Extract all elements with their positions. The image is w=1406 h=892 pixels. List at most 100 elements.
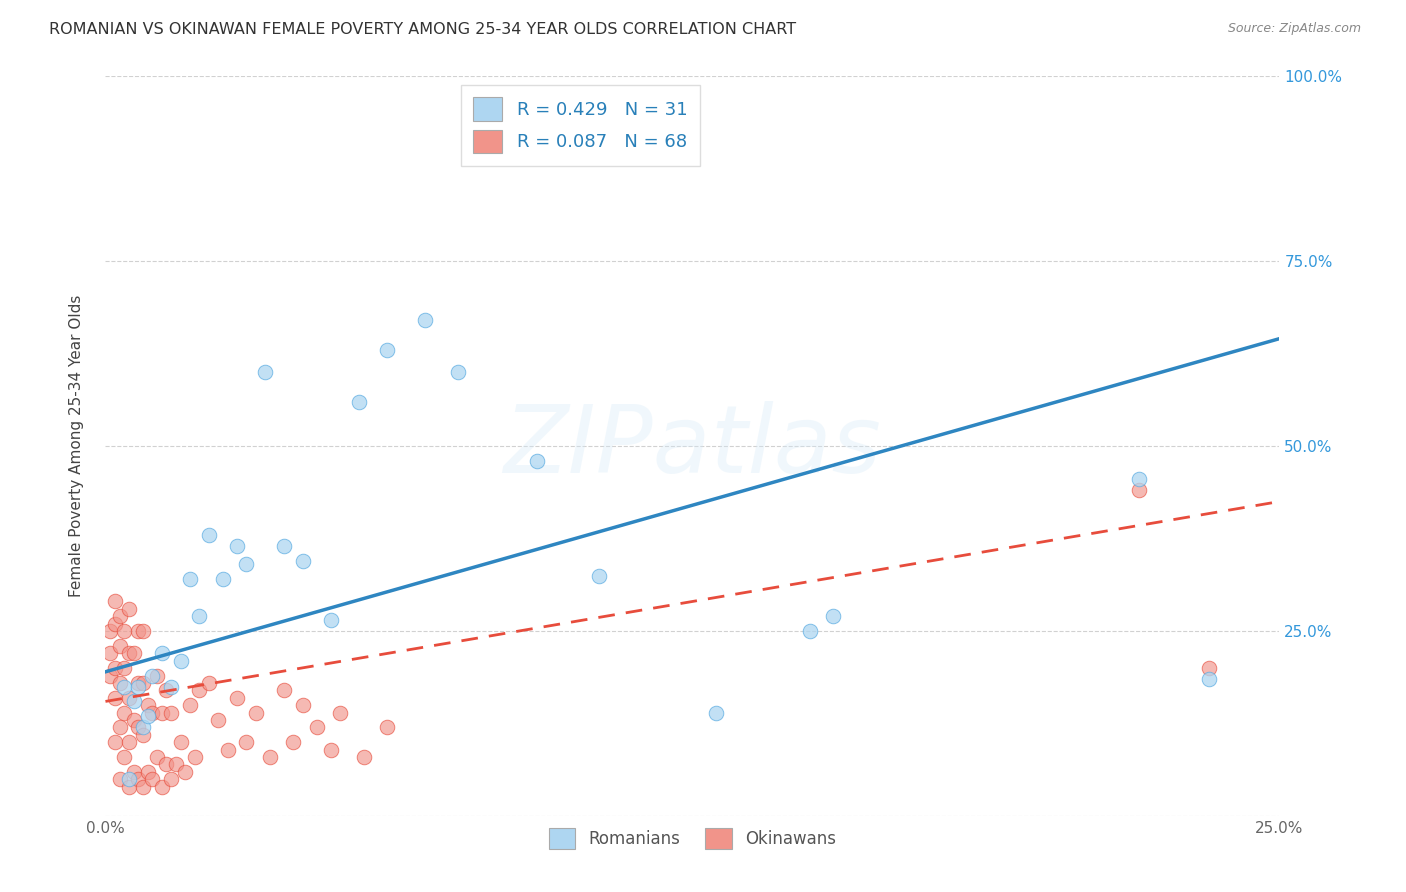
Point	[122, 694, 145, 708]
Point	[150, 780, 173, 794]
Point	[132, 624, 155, 639]
Point	[127, 624, 149, 639]
Point	[235, 558, 257, 572]
Point	[118, 772, 141, 787]
Point	[136, 709, 159, 723]
Legend: Romanians, Okinawans: Romanians, Okinawans	[541, 822, 844, 856]
Point	[141, 668, 163, 682]
Point	[207, 713, 229, 727]
Point	[136, 698, 159, 712]
Point	[226, 539, 249, 553]
Point	[197, 676, 219, 690]
Point	[160, 680, 183, 694]
Point	[217, 742, 239, 756]
Point	[823, 609, 845, 624]
Point	[319, 742, 342, 756]
Point	[245, 706, 267, 720]
Point	[132, 780, 155, 794]
Point	[188, 683, 211, 698]
Point	[146, 668, 169, 682]
Point	[155, 683, 177, 698]
Point	[155, 757, 177, 772]
Point	[132, 720, 155, 734]
Point	[118, 646, 141, 660]
Point	[98, 646, 121, 660]
Point	[588, 568, 610, 582]
Point	[273, 683, 295, 698]
Point	[104, 616, 127, 631]
Point	[122, 713, 145, 727]
Point	[146, 750, 169, 764]
Point	[136, 764, 159, 779]
Point	[211, 572, 233, 586]
Point	[160, 706, 183, 720]
Point	[141, 772, 163, 787]
Point	[104, 690, 127, 705]
Point	[112, 661, 135, 675]
Point	[1198, 672, 1220, 686]
Point	[104, 735, 127, 749]
Point	[704, 706, 727, 720]
Point	[169, 735, 191, 749]
Text: Source: ZipAtlas.com: Source: ZipAtlas.com	[1227, 22, 1361, 36]
Point	[118, 735, 141, 749]
Point	[1128, 472, 1150, 486]
Point	[108, 772, 131, 787]
Point	[447, 365, 470, 379]
Point	[347, 394, 370, 409]
Point	[254, 365, 277, 379]
Point	[1128, 483, 1150, 498]
Point	[283, 735, 305, 749]
Point	[183, 750, 205, 764]
Point	[132, 676, 155, 690]
Point	[141, 706, 163, 720]
Point	[174, 764, 197, 779]
Point	[112, 706, 135, 720]
Point	[122, 764, 145, 779]
Point	[104, 661, 127, 675]
Point	[353, 750, 375, 764]
Point	[305, 720, 328, 734]
Text: ZIPatlas: ZIPatlas	[503, 401, 882, 491]
Point	[1198, 661, 1220, 675]
Y-axis label: Female Poverty Among 25-34 Year Olds: Female Poverty Among 25-34 Year Olds	[69, 295, 84, 597]
Point	[122, 646, 145, 660]
Point	[127, 720, 149, 734]
Point	[291, 698, 314, 712]
Point	[375, 720, 398, 734]
Point	[108, 639, 131, 653]
Point	[112, 680, 135, 694]
Point	[132, 728, 155, 742]
Point	[179, 698, 201, 712]
Point	[118, 690, 141, 705]
Point	[413, 313, 436, 327]
Point	[112, 750, 135, 764]
Point	[273, 539, 295, 553]
Point	[259, 750, 281, 764]
Point	[197, 528, 219, 542]
Point	[169, 654, 191, 668]
Point	[108, 609, 131, 624]
Point	[104, 594, 127, 608]
Point	[98, 624, 121, 639]
Point	[150, 706, 173, 720]
Point	[165, 757, 187, 772]
Point	[526, 454, 548, 468]
Point	[179, 572, 201, 586]
Point	[112, 624, 135, 639]
Point	[127, 676, 149, 690]
Point	[108, 720, 131, 734]
Text: ROMANIAN VS OKINAWAN FEMALE POVERTY AMONG 25-34 YEAR OLDS CORRELATION CHART: ROMANIAN VS OKINAWAN FEMALE POVERTY AMON…	[49, 22, 796, 37]
Point	[188, 609, 211, 624]
Point	[291, 554, 314, 568]
Point	[127, 680, 149, 694]
Point	[319, 613, 342, 627]
Point	[118, 602, 141, 616]
Point	[235, 735, 257, 749]
Point	[799, 624, 821, 639]
Point	[127, 772, 149, 787]
Point	[226, 690, 249, 705]
Point	[108, 676, 131, 690]
Point	[160, 772, 183, 787]
Point	[98, 668, 121, 682]
